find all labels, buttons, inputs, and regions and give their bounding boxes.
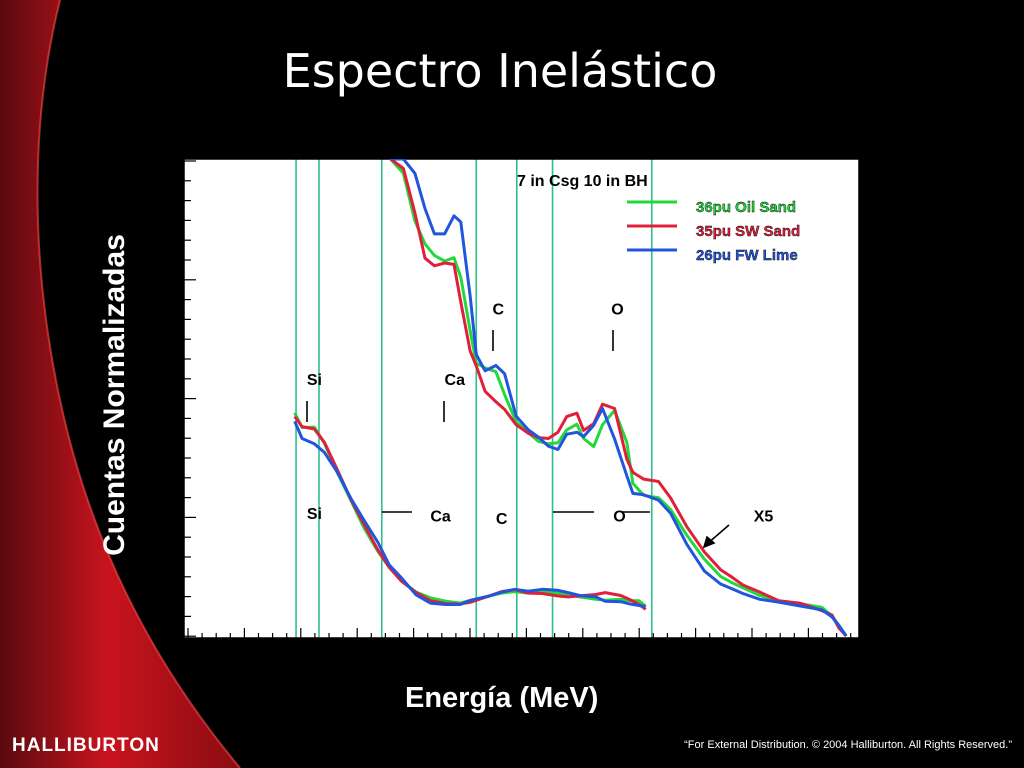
annotation-lower-ca: Ca	[430, 509, 451, 526]
chart-title: 7 in Csg 10 in BH	[517, 173, 648, 190]
series-line-35pu-sw-sand	[389, 159, 848, 638]
halliburton-logo: HALLIBURTON	[12, 735, 160, 756]
x5-arrowhead	[702, 535, 716, 549]
annotation-lower-o: O	[613, 509, 625, 526]
annotation-upper-ca: Ca	[445, 372, 466, 389]
legend-label-fw-lime: 26pu FW Lime	[696, 247, 798, 264]
annotation-lower-si: Si	[307, 506, 322, 523]
annotation-lower-c: C	[496, 511, 508, 528]
series-line-26pu-fw-lime	[390, 159, 848, 637]
x-axis-label: Energía (MeV)	[405, 682, 599, 714]
series-line-36pu-oil-sand	[389, 159, 848, 637]
legend-label-oil-sand: 36pu Oil Sand	[696, 199, 796, 216]
series-line-x5-26pu-fw-lime	[293, 420, 646, 608]
annotation-upper-c: C	[492, 302, 504, 319]
copyright-footer: “For External Distribution. © 2004 Halli…	[684, 739, 1012, 751]
slide-title: Espectro Inelástico	[282, 44, 718, 98]
legend-label-sw-sand: 35pu SW Sand	[696, 223, 800, 240]
annotation-upper-si: Si	[307, 372, 322, 389]
annotation-upper-o: O	[611, 302, 623, 319]
spectrum-chart: Si Ca C O Si Ca C O X5 7 in Csg 10 in BH 36pu Oi…	[184, 159, 859, 638]
annotation-lower-x5: X5	[754, 509, 774, 526]
y-axis-label: Cuentas Normalizadas	[98, 234, 131, 556]
